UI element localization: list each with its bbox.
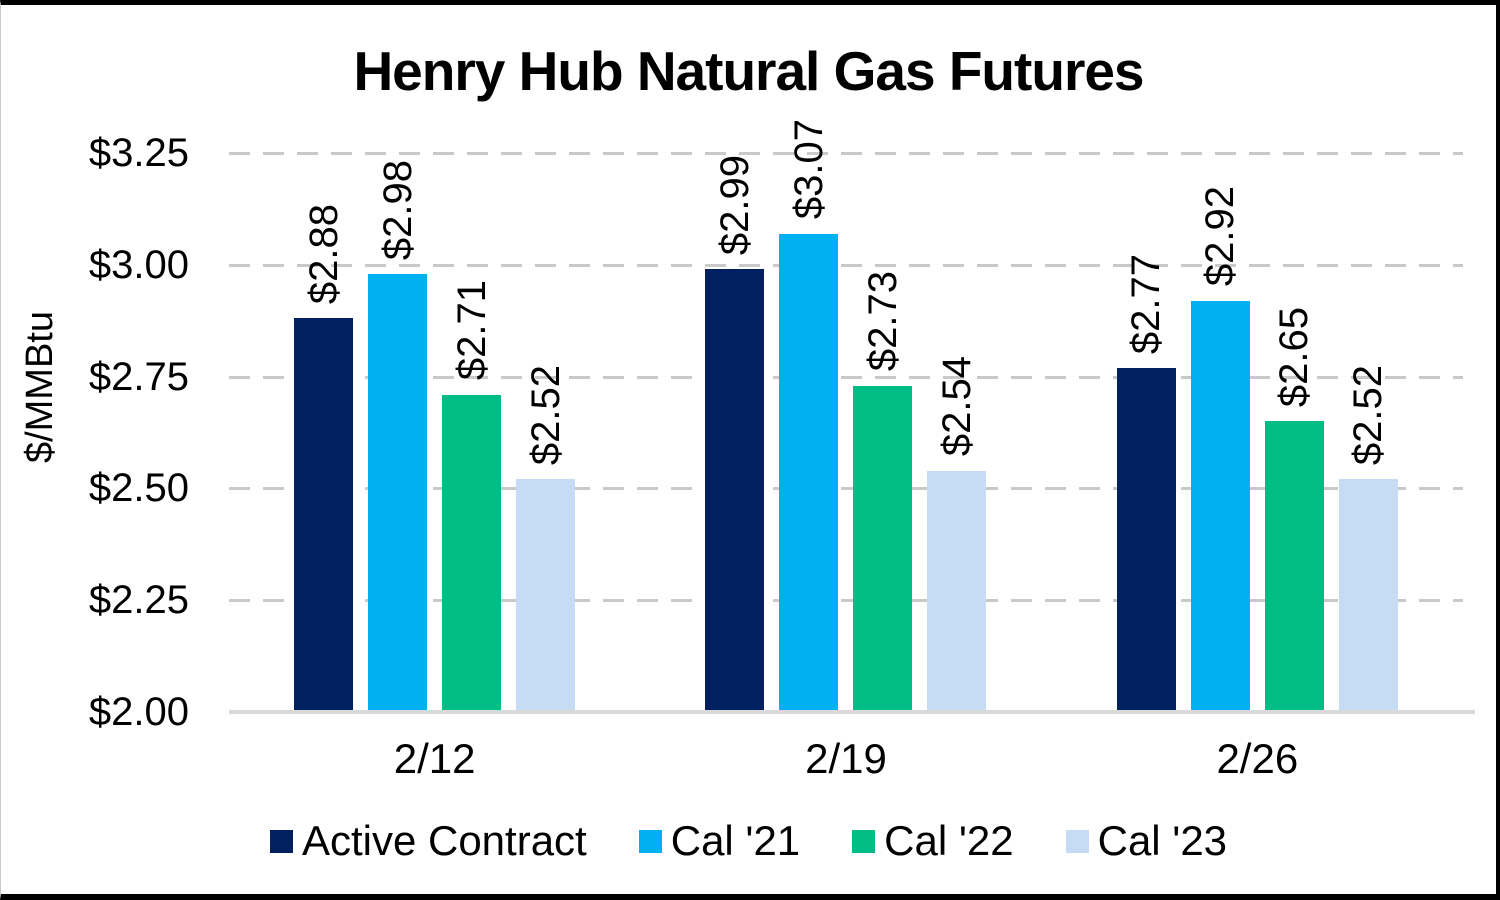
legend: Active Contract Cal '21 Cal '22 Cal '23 [1,817,1496,865]
bar-value-label: $2.65 [1272,307,1317,408]
plot-area: $2.88 $2.98 $2.71 $2.52 $2.99 $3.07 $2.73 $2.54… [229,119,1476,714]
barwrap-cal-23: $2.54 [927,153,987,712]
y-axis-tick-label: $3.00 [88,242,189,287]
legend-label-cal-22: Cal '22 [884,817,1014,864]
bar-cal-23 [927,470,987,712]
bar-cal-22 [1264,421,1324,712]
x-axis-line [229,710,1476,714]
bar-value-label: $2.98 [375,159,420,260]
legend-swatch-cal-21 [638,829,662,853]
gridline [229,263,1463,267]
bar-value-label: $2.77 [1124,253,1169,354]
bar-cal-21 [1190,300,1250,712]
barwrap-cal-22: $2.65 [1264,153,1324,712]
barwrap-cal-23: $2.52 [516,153,576,712]
legend-swatch-active-contract [269,829,293,853]
gridline [229,599,1463,603]
bar-value-label: $2.52 [523,365,568,466]
x-axis-category-label: 2/19 [805,735,887,782]
gridline [229,487,1463,491]
x-axis-category-labels: 2/12 2/19 2/26 [229,735,1463,783]
barwrap-active-contract: $2.77 [1116,153,1176,712]
legend-label-active-contract: Active Contract [301,817,587,864]
legend-item-cal-23: Cal '23 [1065,817,1228,865]
bar-value-label: $2.88 [301,204,346,305]
bar-active-contract [705,269,765,712]
legend-item-cal-22: Cal '22 [852,817,1014,865]
legend-item-active-contract: Active Contract [269,817,587,865]
barwrap-cal-21: $2.92 [1190,153,1250,712]
bar-group: $2.77 $2.92 $2.65 $2.52 [1052,153,1463,712]
barwrap-cal-21: $3.07 [779,119,839,712]
bar-cal-21 [368,273,428,712]
bar-cal-23 [516,479,576,712]
x-axis-category-label: 2/12 [393,735,476,782]
gridline [229,375,1463,379]
bar-value-label: $2.92 [1198,186,1243,287]
legend-item-cal-21: Cal '21 [638,817,801,865]
bar-cal-23 [1338,479,1398,712]
legend-label-cal-23: Cal '23 [1097,817,1228,864]
bar-cal-22 [442,394,502,712]
y-axis-tick-label: $2.00 [88,690,189,734]
bar-active-contract [294,318,354,712]
y-axis-tick-label: $2.75 [88,354,189,399]
y-axis-tick-label: $2.50 [88,466,189,511]
bar-group: $2.88 $2.98 $2.71 $2.52 [229,153,640,712]
bar-value-label: $2.73 [860,271,905,372]
barwrap-active-contract: $2.99 [705,153,765,712]
bar-group: $2.99 $3.07 $2.73 $2.54 [640,119,1051,712]
bar-value-label: $2.99 [712,155,757,256]
barwrap-active-contract: $2.88 [294,153,354,712]
legend-swatch-cal-23 [1065,829,1089,853]
bar-groups: $2.88 $2.98 $2.71 $2.52 $2.99 $3.07 $2.73 $2.54… [229,119,1463,712]
y-axis-tick-labels: $3.25 $3.00 $2.75 $2.50 $2.25 $2.00 [1,5,189,894]
legend-swatch-cal-22 [852,829,876,853]
barwrap-cal-22: $2.71 [442,153,502,712]
chart-title: Henry Hub Natural Gas Futures [353,40,1144,102]
gridline [229,152,1463,155]
bar-value-label: $2.52 [1346,365,1391,466]
bar-value-label: $3.07 [786,119,831,220]
bar-cal-22 [853,385,913,712]
x-axis-category-label: 2/26 [1216,735,1299,782]
bar-active-contract [1116,367,1176,712]
bar-value-label: $2.54 [934,356,979,457]
barwrap-cal-23: $2.52 [1338,153,1398,712]
bar-value-label: $2.71 [449,280,494,381]
y-axis-tick-label: $2.25 [88,578,189,623]
barwrap-cal-21: $2.98 [368,153,428,712]
legend-label-cal-21: Cal '21 [670,817,801,864]
barwrap-cal-22: $2.73 [853,153,913,712]
bar-cal-21 [779,233,839,712]
y-axis-tick-label: $3.25 [88,131,189,175]
